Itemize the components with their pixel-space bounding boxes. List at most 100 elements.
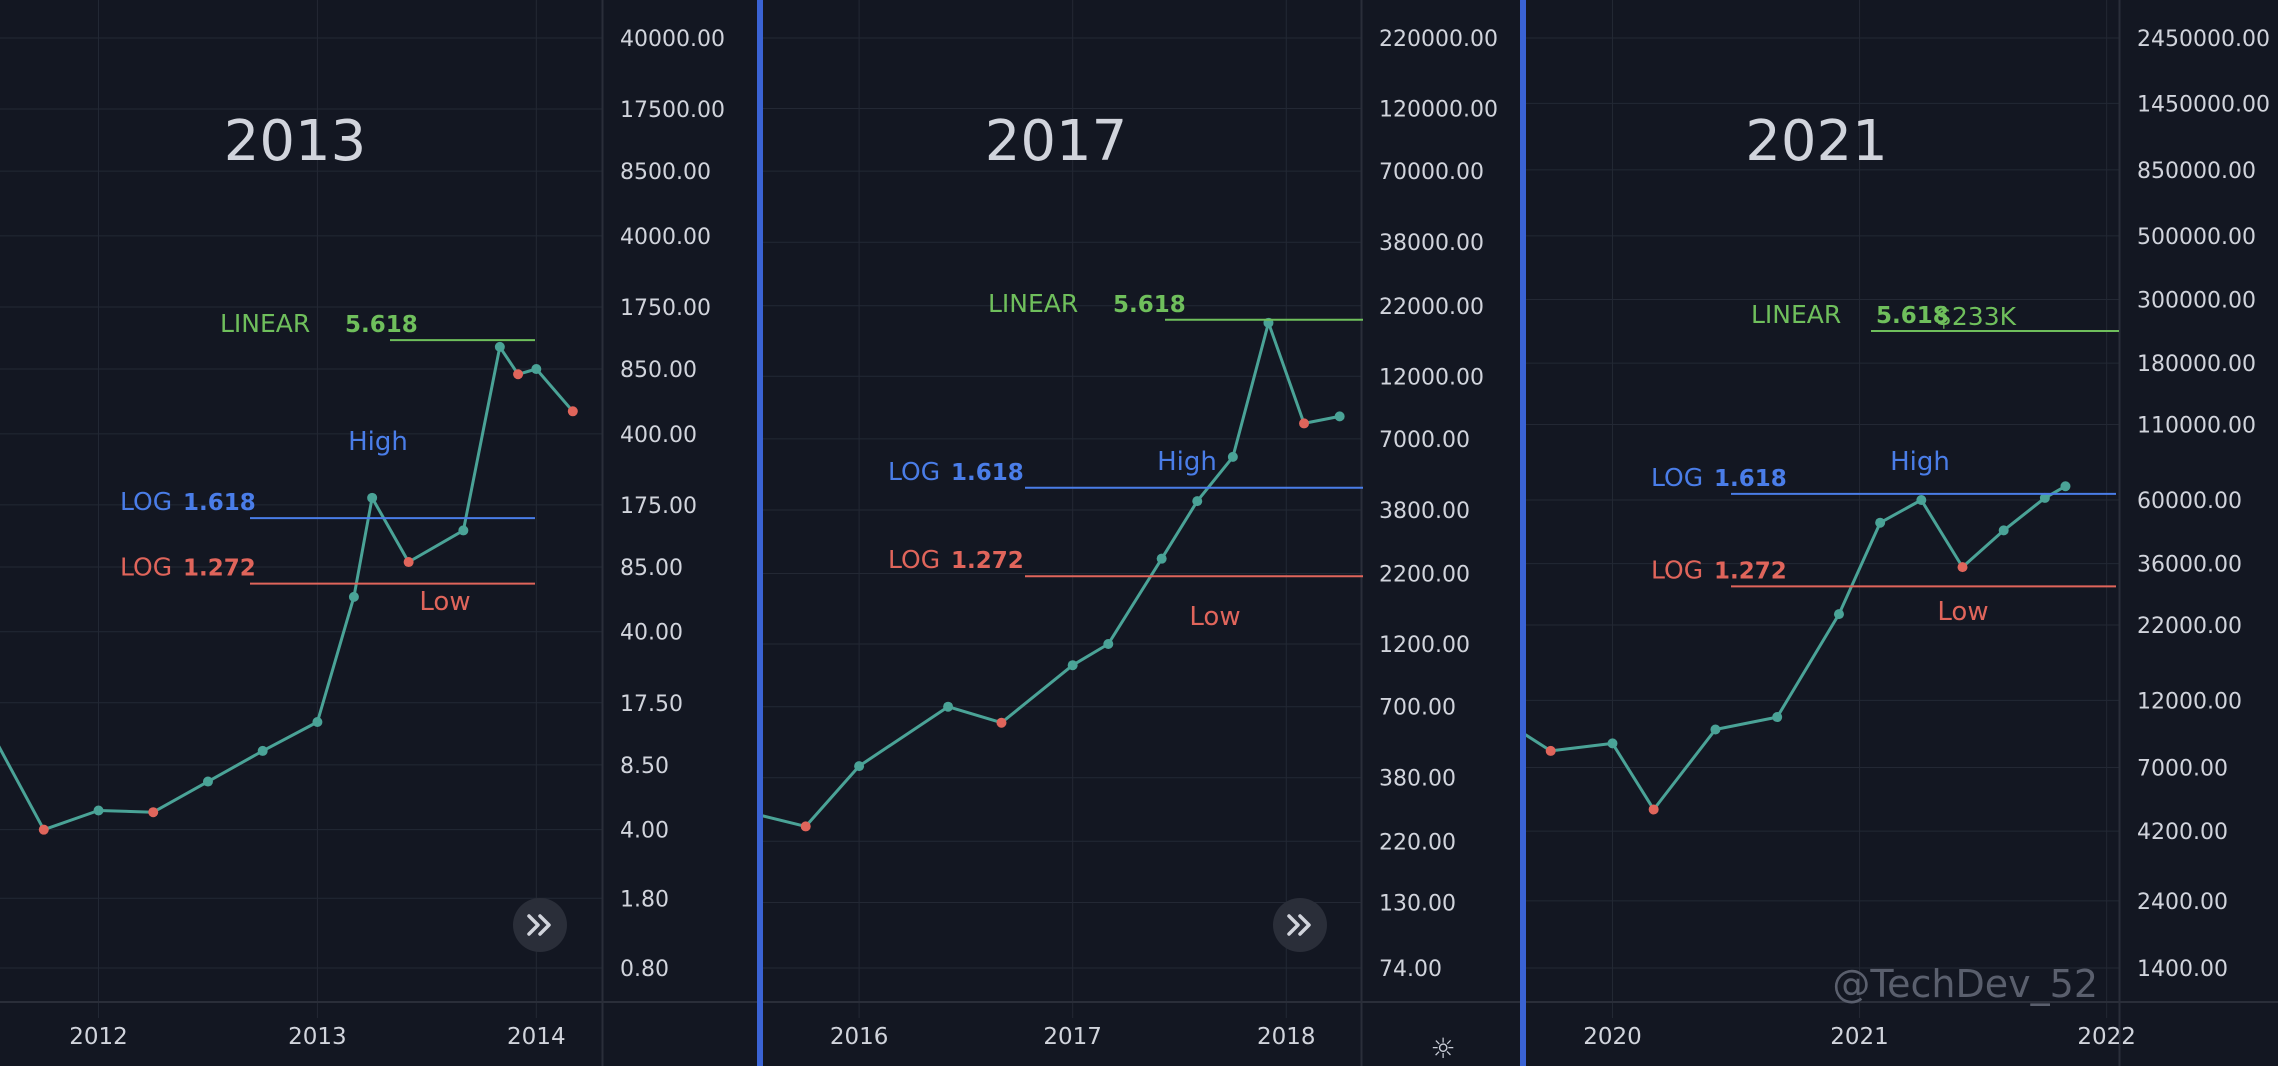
level-value: 1.618 bbox=[951, 460, 1024, 486]
y-tick-label: 850.00 bbox=[620, 358, 697, 383]
y-tick-label: 2200.00 bbox=[1379, 563, 1470, 588]
y-tick-label: 220.00 bbox=[1379, 830, 1456, 855]
y-tick-label: 74.00 bbox=[1379, 957, 1442, 982]
panel-divider[interactable] bbox=[1520, 0, 1526, 1066]
level-label: LOG bbox=[1651, 555, 1703, 584]
level-label: LOG bbox=[888, 545, 940, 574]
price-point bbox=[1299, 418, 1310, 429]
price-point bbox=[1916, 494, 1927, 505]
sun-settings-icon[interactable]: ☼ bbox=[1430, 1031, 1456, 1065]
price-point bbox=[996, 717, 1007, 728]
chart-panel-2013: 40000.00 17500.00 8500.00 4000.00 1750.00 850… bbox=[0, 0, 758, 1066]
y-tick-label: 380.00 bbox=[1379, 767, 1456, 792]
scroll-forward-button[interactable] bbox=[1273, 898, 1327, 952]
price-series-line bbox=[0, 345, 574, 832]
price-point bbox=[1227, 451, 1238, 462]
y-tick-label: 36000.00 bbox=[2137, 553, 2242, 578]
annotation-low: Low bbox=[1937, 597, 1988, 627]
y-tick-label: 7000.00 bbox=[2137, 757, 2228, 782]
y-tick-label: 70000.00 bbox=[1379, 160, 1484, 185]
level-value: 5.618 bbox=[1876, 303, 1949, 329]
price-point bbox=[567, 406, 578, 417]
chevron-glyph bbox=[527, 914, 551, 936]
y-tick-label: 17500.00 bbox=[620, 98, 725, 123]
y-tick-label: 175.00 bbox=[620, 494, 697, 519]
level-value: 1.618 bbox=[183, 490, 256, 516]
double-chevron-right-icon bbox=[1273, 898, 1327, 952]
y-tick-label: 60000.00 bbox=[2137, 489, 2242, 514]
x-tick-label: 2013 bbox=[288, 1024, 347, 1050]
x-tick-label: 2017 bbox=[1043, 1024, 1102, 1050]
x-tick-label: 2018 bbox=[1257, 1024, 1316, 1050]
y-tick-label: 300000.00 bbox=[2137, 289, 2256, 314]
watermark: @TechDev_52 bbox=[1832, 962, 2098, 1006]
price-point bbox=[531, 364, 542, 375]
y-tick-label: 1.80 bbox=[620, 887, 669, 912]
y-tick-label: 120000.00 bbox=[1379, 97, 1498, 122]
y-tick-label: 40000.00 bbox=[620, 27, 725, 52]
panel-divider[interactable] bbox=[757, 0, 763, 1066]
price-point bbox=[1156, 553, 1167, 564]
level-value: 5.618 bbox=[1113, 292, 1186, 318]
price-point bbox=[348, 591, 359, 602]
price-series-line bbox=[763, 321, 1340, 828]
double-chevron-right-icon bbox=[513, 898, 567, 952]
price-point bbox=[38, 824, 49, 835]
level-label: LOG bbox=[120, 487, 172, 516]
price-point bbox=[1103, 639, 1114, 650]
x-tick-label: 2012 bbox=[69, 1024, 128, 1050]
price-point bbox=[1957, 562, 1968, 573]
price-point bbox=[148, 807, 159, 818]
level-label: LOG bbox=[120, 553, 172, 582]
annotation-low: Low bbox=[1189, 602, 1240, 632]
x-tick-label: 2022 bbox=[2077, 1024, 2136, 1050]
x-tick-label: 2014 bbox=[507, 1024, 566, 1050]
scroll-forward-button[interactable] bbox=[513, 898, 567, 952]
chart-svg: 40000.00 17500.00 8500.00 4000.00 1750.00 850… bbox=[0, 0, 758, 1066]
chart-panel-2021: 2450000.00 1450000.00 850000.00 500000.00 30… bbox=[1526, 0, 2278, 1066]
annotation-high: High bbox=[1157, 447, 1217, 477]
y-tick-label: 40.00 bbox=[620, 621, 683, 646]
x-tick-label: 2020 bbox=[1583, 1024, 1642, 1050]
chart-title: 2021 bbox=[1745, 109, 1888, 174]
y-tick-label: 4000.00 bbox=[620, 225, 711, 250]
level-label: LINEAR bbox=[220, 309, 310, 338]
chart-svg: 2450000.00 1450000.00 850000.00 500000.00 30… bbox=[1526, 0, 2278, 1066]
y-tick-label: 110000.00 bbox=[2137, 413, 2256, 438]
price-point bbox=[1545, 745, 1556, 756]
chart-title: 2017 bbox=[985, 109, 1128, 174]
price-point bbox=[1875, 517, 1886, 528]
level-value: 1.272 bbox=[183, 556, 256, 582]
level-target: $233K bbox=[1936, 302, 2017, 331]
price-point bbox=[403, 557, 414, 568]
y-tick-label: 130.00 bbox=[1379, 891, 1456, 916]
price-point bbox=[312, 716, 323, 727]
chart-title: 2013 bbox=[224, 109, 367, 174]
price-point bbox=[1067, 660, 1078, 671]
y-tick-label: 7000.00 bbox=[1379, 428, 1470, 453]
price-point bbox=[1648, 804, 1659, 815]
price-point bbox=[1607, 738, 1618, 749]
price-point bbox=[1710, 724, 1721, 735]
chevron-glyph bbox=[1287, 914, 1311, 936]
price-point bbox=[513, 369, 524, 380]
y-tick-label: 1400.00 bbox=[2137, 957, 2228, 982]
price-point bbox=[1192, 496, 1203, 507]
y-tick-label: 85.00 bbox=[620, 556, 683, 581]
chart-svg: 220000.00 120000.00 70000.00 38000.00 22000.… bbox=[763, 0, 1521, 1066]
y-tick-label: 1450000.00 bbox=[2137, 92, 2270, 117]
y-tick-label: 850000.00 bbox=[2137, 159, 2256, 184]
y-tick-label: 2450000.00 bbox=[2137, 27, 2270, 52]
y-tick-label: 8500.00 bbox=[620, 160, 711, 185]
y-tick-label: 12000.00 bbox=[2137, 689, 2242, 714]
y-tick-label: 400.00 bbox=[620, 423, 697, 448]
price-point bbox=[458, 525, 469, 536]
price-point bbox=[1998, 525, 2009, 536]
y-tick-label: 22000.00 bbox=[1379, 295, 1484, 320]
level-label: LOG bbox=[888, 457, 940, 486]
annotation-high: High bbox=[348, 427, 408, 457]
y-tick-label: 22000.00 bbox=[2137, 614, 2242, 639]
y-tick-label: 3800.00 bbox=[1379, 499, 1470, 524]
y-tick-label: 8.50 bbox=[620, 754, 669, 779]
price-series-line bbox=[1526, 484, 2067, 811]
